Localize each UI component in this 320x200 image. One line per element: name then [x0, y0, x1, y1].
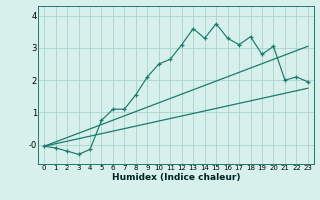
X-axis label: Humidex (Indice chaleur): Humidex (Indice chaleur): [112, 173, 240, 182]
